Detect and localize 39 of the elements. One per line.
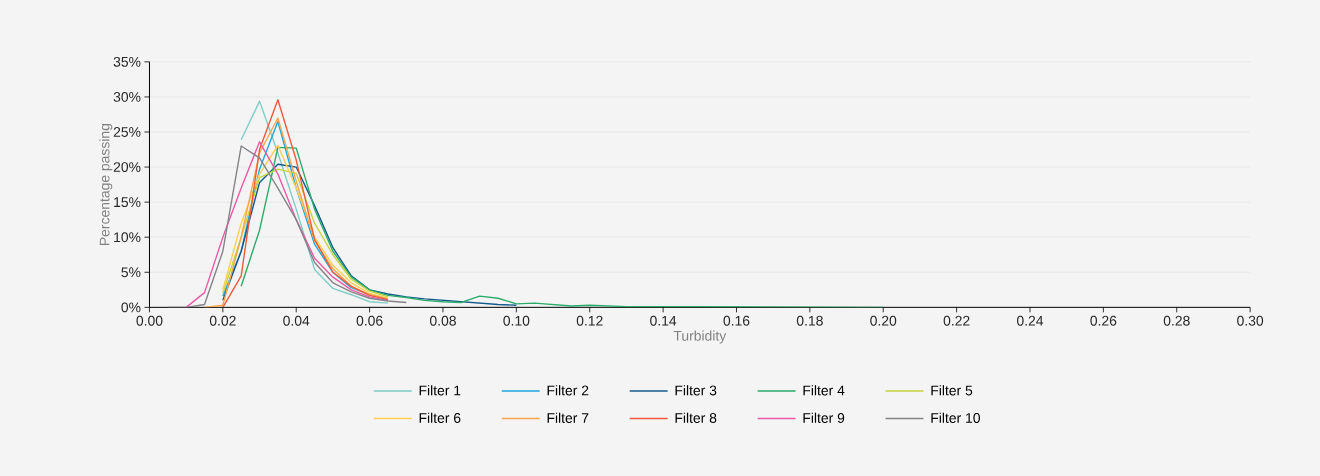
x-tick-label: 0.16 — [723, 315, 750, 326]
y-tick-label: 5% — [121, 267, 141, 278]
y-tick-label: 25% — [113, 127, 141, 137]
x-tick-label: 0.12 — [576, 315, 603, 326]
line-series — [222, 168, 389, 298]
y-tick-label: 35% — [113, 56, 141, 67]
x-axis-title: Turbidity — [673, 330, 727, 344]
x-tick-label: 0.28 — [1163, 315, 1190, 326]
x-tick-label: 0.26 — [1090, 315, 1117, 326]
x-tick-label: 0.22 — [943, 315, 970, 326]
line-series — [185, 141, 389, 308]
y-tick-label: 0% — [121, 302, 141, 313]
legend-label: Filter 9 — [803, 412, 845, 423]
legend-label: Filter 10 — [931, 412, 980, 423]
x-tick-label: 0.18 — [796, 315, 823, 326]
y-tick-label: 10% — [114, 232, 141, 243]
x-tick-label: 0.00 — [136, 315, 163, 326]
y-tick-label: 20% — [113, 162, 141, 172]
legend-label: Filter 3 — [675, 385, 717, 396]
legend-label: Filter 2 — [547, 385, 589, 396]
x-tick-label: 0.08 — [429, 315, 456, 326]
legend-label: Filter 1 — [419, 385, 461, 396]
line-series — [203, 117, 389, 308]
x-tick-label: 0.24 — [1017, 315, 1044, 326]
x-tick-label: 0.20 — [870, 315, 897, 326]
y-tick-label: 30% — [113, 91, 141, 102]
legend-label: Filter 8 — [675, 412, 717, 423]
legend-label: Filter 5 — [931, 385, 973, 396]
legend-label: Filter 6 — [419, 412, 461, 423]
x-tick-label: 0.06 — [356, 315, 383, 326]
x-tick-label: 0.04 — [283, 315, 310, 326]
x-tick-label: 0.30 — [1237, 315, 1264, 326]
legend-label: Filter 4 — [803, 385, 845, 396]
legend-label: Filter 7 — [547, 412, 589, 423]
y-axis-title: Percentage passing — [99, 124, 113, 245]
x-tick-label: 0.02 — [209, 315, 236, 326]
y-tick-label: 15% — [114, 197, 141, 208]
x-tick-label: 0.10 — [503, 315, 530, 326]
x-tick-label: 0.14 — [650, 315, 677, 326]
